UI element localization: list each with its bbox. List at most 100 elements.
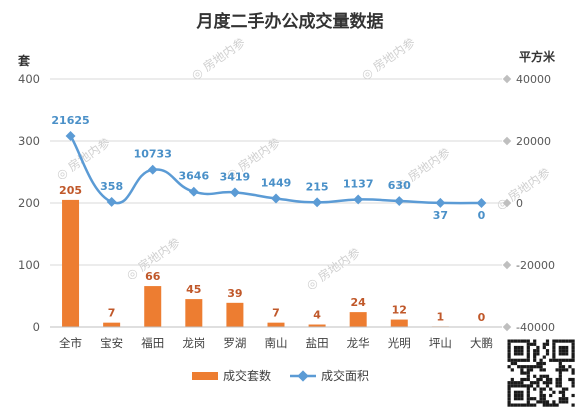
category-label: 龙华	[347, 336, 370, 350]
qr-module	[520, 381, 524, 385]
qr-module	[507, 342, 511, 346]
left-axis-ticks: 0 100 200 300 400	[18, 72, 40, 334]
category-label: 大鹏	[470, 336, 493, 350]
qr-module	[520, 352, 524, 356]
qr-module	[558, 400, 562, 404]
qr-module	[561, 393, 566, 398]
qr-module	[571, 393, 575, 398]
qr-module	[558, 374, 562, 378]
qr-module	[523, 365, 527, 369]
right-tick-marker	[502, 136, 512, 146]
qr-module	[552, 345, 556, 350]
qr-module	[558, 339, 562, 343]
qr-module	[539, 387, 543, 391]
qr-module	[517, 349, 521, 353]
legend-swatch-bar	[192, 372, 218, 380]
qr-module	[526, 342, 530, 346]
qr-module	[526, 400, 530, 404]
qr-module	[513, 384, 518, 388]
qr-module	[517, 403, 521, 407]
qr-module	[552, 403, 556, 407]
qr-module	[517, 393, 521, 398]
qr-module	[565, 397, 569, 401]
line-point	[271, 193, 281, 204]
bar	[103, 322, 121, 327]
qr-module	[520, 390, 524, 394]
line-value-label: 358	[100, 180, 123, 193]
qr-module	[523, 358, 527, 362]
qr-module	[513, 358, 518, 362]
qr-module	[555, 381, 559, 385]
left-tick-label: 100	[18, 258, 40, 272]
right-tick-marker	[502, 74, 512, 84]
qr-module	[526, 358, 530, 362]
category-label: 宝安	[100, 336, 123, 350]
qr-module	[526, 390, 530, 394]
qr-module	[558, 365, 562, 369]
qr-module	[549, 377, 553, 382]
bar-value-label: 205	[59, 184, 82, 197]
qr-module	[533, 374, 537, 378]
qr-module	[536, 377, 540, 382]
qr-module	[529, 397, 534, 401]
qr-module	[542, 400, 546, 404]
qr-module	[539, 393, 543, 398]
watermark-text: ◎ 房地内参	[303, 244, 363, 292]
qr-module	[558, 352, 562, 356]
qr-module	[507, 400, 511, 404]
qr-module	[565, 400, 569, 404]
category-label: 罗湖	[223, 336, 246, 350]
qr-module	[571, 381, 575, 385]
qr-module	[529, 365, 534, 369]
bar-value-label: 39	[227, 287, 242, 300]
line-value-label: 0	[478, 209, 486, 222]
qr-module	[568, 365, 572, 369]
qr-module	[555, 384, 559, 388]
qr-module	[558, 349, 562, 353]
category-axis: 全市 宝安 福田 龙岗 罗湖 南山 盐田 龙华 光明 坪山 大鹏	[50, 326, 502, 350]
chart-title: 月度二手办公成交量数据	[196, 11, 384, 32]
bar	[226, 302, 244, 327]
category-label: 福田	[141, 336, 164, 350]
qr-module	[545, 377, 550, 382]
qr-module	[536, 384, 540, 388]
qr-module	[571, 339, 575, 343]
qr-module	[571, 358, 575, 362]
qr-module	[523, 377, 527, 382]
qr-module	[513, 349, 518, 353]
qr-module	[526, 371, 530, 375]
bar-value-label: 7	[272, 307, 280, 320]
qr-module	[561, 358, 566, 362]
right-tick-label: 40000	[516, 73, 551, 86]
qr-module	[513, 339, 518, 343]
qr-module	[571, 345, 575, 350]
qr-module	[555, 368, 559, 372]
qr-module	[549, 403, 553, 407]
qr-module	[558, 368, 562, 372]
qr-module	[552, 339, 556, 343]
qr-module	[558, 371, 562, 375]
qr-module	[526, 355, 530, 359]
qr-module	[533, 342, 537, 346]
qr-module	[507, 345, 511, 350]
qr-module	[571, 349, 575, 353]
bar-series: 205 7 66 45 39 7 4 24 12 1 0	[59, 184, 486, 327]
category-label: 盐田	[306, 336, 329, 350]
qr-module	[539, 361, 543, 366]
qr-module	[533, 349, 537, 353]
bar-value-label: 66	[145, 270, 161, 283]
qr-module	[507, 397, 511, 401]
line-series: 21625 358 10733 3646 3419 1449 215 1137 630 37 0	[51, 114, 487, 222]
qr-module	[561, 397, 566, 401]
line-point	[435, 197, 446, 208]
qr-module	[568, 358, 572, 362]
qr-module	[507, 403, 511, 407]
qr-module	[539, 390, 543, 394]
qr-module	[558, 397, 562, 401]
qr-module	[526, 349, 530, 353]
qr-module	[526, 345, 530, 350]
qr-module	[533, 355, 537, 359]
qr-code	[506, 338, 576, 408]
line-point	[229, 187, 240, 198]
right-tick-marker	[502, 322, 512, 332]
